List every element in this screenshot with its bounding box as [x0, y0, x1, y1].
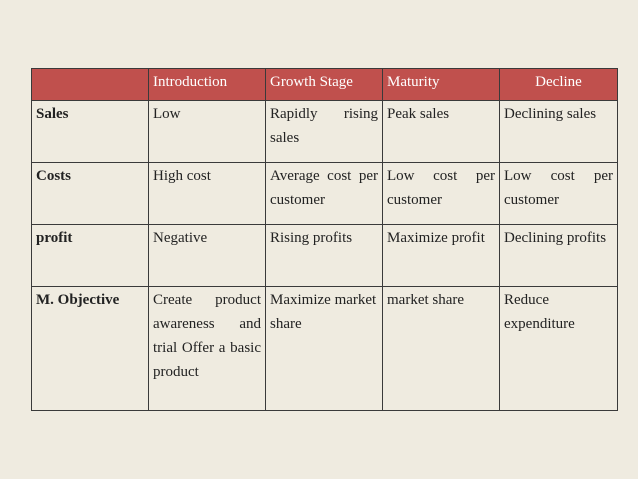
- cell-sales-decline: Declining sales: [499, 100, 618, 163]
- row-label-sales: Sales: [31, 100, 149, 163]
- cell-objective-maturity: market share: [382, 286, 500, 411]
- cell-costs-maturity: Low cost per customer: [382, 162, 500, 225]
- cell-profit-growth: Rising profits: [265, 224, 383, 287]
- cell-profit-maturity: Maximize profit: [382, 224, 500, 287]
- cell-sales-growth: Rapidly rising sales: [265, 100, 383, 163]
- table-row-profit: profit Negative Rising profits Maximize …: [31, 224, 618, 287]
- cell-profit-introduction: Negative: [148, 224, 266, 287]
- cell-sales-maturity: Peak sales: [382, 100, 500, 163]
- header-corner-cell: [31, 68, 149, 101]
- cell-sales-introduction: Low: [148, 100, 266, 163]
- header-maturity: Maturity: [382, 68, 500, 101]
- row-label-profit: profit: [31, 224, 149, 287]
- header-growth-stage: Growth Stage: [265, 68, 383, 101]
- table-row-costs: Costs High cost Average cost per custome…: [31, 162, 618, 225]
- table-row-m-objective: M. Objective Create product awareness an…: [31, 286, 618, 411]
- cell-costs-decline: Low cost per customer: [499, 162, 618, 225]
- cell-profit-decline: Declining profits: [499, 224, 618, 287]
- cell-costs-growth: Average cost per customer: [265, 162, 383, 225]
- row-label-costs: Costs: [31, 162, 149, 225]
- lifecycle-table-container: Introduction Growth Stage Maturity Decli…: [31, 68, 618, 411]
- table-row-sales: Sales Low Rapidly rising sales Peak sale…: [31, 100, 618, 163]
- product-lifecycle-table: Introduction Growth Stage Maturity Decli…: [31, 68, 618, 411]
- cell-objective-growth: Maximize market share: [265, 286, 383, 411]
- cell-objective-introduction: Create product awareness and trial Offer…: [148, 286, 266, 411]
- header-introduction: Introduction: [148, 68, 266, 101]
- cell-objective-decline: Reduce expenditure: [499, 286, 618, 411]
- cell-costs-introduction: High cost: [148, 162, 266, 225]
- table-header-row: Introduction Growth Stage Maturity Decli…: [31, 68, 618, 101]
- row-label-m-objective: M. Objective: [31, 286, 149, 411]
- header-decline: Decline: [499, 68, 618, 101]
